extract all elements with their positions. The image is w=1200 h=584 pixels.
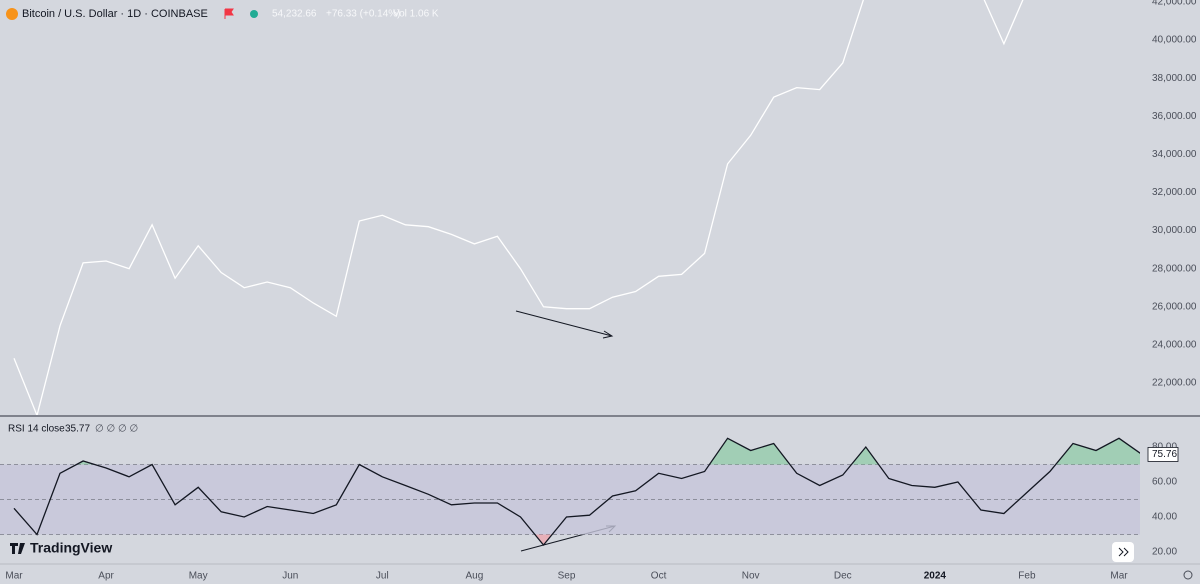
brand-logo xyxy=(10,543,25,554)
last-value-label: 75.76 xyxy=(1152,449,1177,460)
y-tick-label: 36,000.00 xyxy=(1152,111,1197,122)
y-tick-label: 40.00 xyxy=(1152,512,1177,523)
pane xyxy=(13,0,1024,415)
scroll-icon xyxy=(1118,547,1129,557)
x-tick-label: Aug xyxy=(466,571,484,582)
y-tick-label: 40,000.00 xyxy=(1152,35,1197,46)
price-line xyxy=(13,0,1024,415)
price-change: +76.33 (+0.14%) xyxy=(326,9,401,20)
brand-name: TradingView xyxy=(30,540,112,556)
volume: Vol 1.06 K xyxy=(393,9,439,20)
x-tick-label: Nov xyxy=(742,571,760,582)
y-tick-label: 20.00 xyxy=(1152,547,1177,558)
x-tick-label: May xyxy=(189,571,208,582)
pane xyxy=(0,437,1140,547)
y-tick-label: 30,000.00 xyxy=(1152,225,1197,236)
y-tick-label: 60.00 xyxy=(1152,477,1177,488)
rsi-flags: ∅ ∅ ∅ ∅ xyxy=(95,424,138,435)
y-tick-label: 42,000.00 xyxy=(1152,0,1197,8)
last-price: 54,232.66 xyxy=(272,9,317,20)
flag-icon xyxy=(224,8,234,19)
x-tick-label: Sep xyxy=(558,571,576,582)
y-tick-label: 28,000.00 xyxy=(1152,263,1197,274)
x-tick-label: Apr xyxy=(98,571,114,582)
divergence-arrow xyxy=(515,310,614,339)
x-tick-label: Mar xyxy=(5,571,23,582)
x-tick-label: Mar xyxy=(1110,571,1128,582)
y-tick-label: 32,000.00 xyxy=(1152,187,1197,198)
x-tick-label: 2024 xyxy=(924,571,947,582)
settings-icon[interactable] xyxy=(1183,570,1193,580)
last-value-box xyxy=(1147,447,1179,462)
y-tick-label: 22,000.00 xyxy=(1152,378,1197,389)
y-tick-label: 26,000.00 xyxy=(1152,301,1197,312)
y-tick-label: 34,000.00 xyxy=(1152,149,1197,160)
status-dot xyxy=(250,10,258,18)
bitcoin-icon xyxy=(6,8,18,20)
rsi-title: RSI 14 close xyxy=(8,424,65,435)
symbol-title: Bitcoin / U.S. Dollar · 1D · COINBASE xyxy=(22,8,208,20)
rsi-value: 35.77 xyxy=(65,424,90,435)
y-tick-label: 38,000.00 xyxy=(1152,73,1197,84)
y-tick-label: 24,000.00 xyxy=(1152,340,1197,351)
x-tick-label: Jul xyxy=(376,571,389,582)
x-tick-label: Dec xyxy=(834,571,852,582)
price-line xyxy=(13,437,1140,547)
x-tick-label: Oct xyxy=(651,571,667,582)
x-tick-label: Jun xyxy=(282,571,298,582)
x-tick-label: Feb xyxy=(1018,571,1036,582)
